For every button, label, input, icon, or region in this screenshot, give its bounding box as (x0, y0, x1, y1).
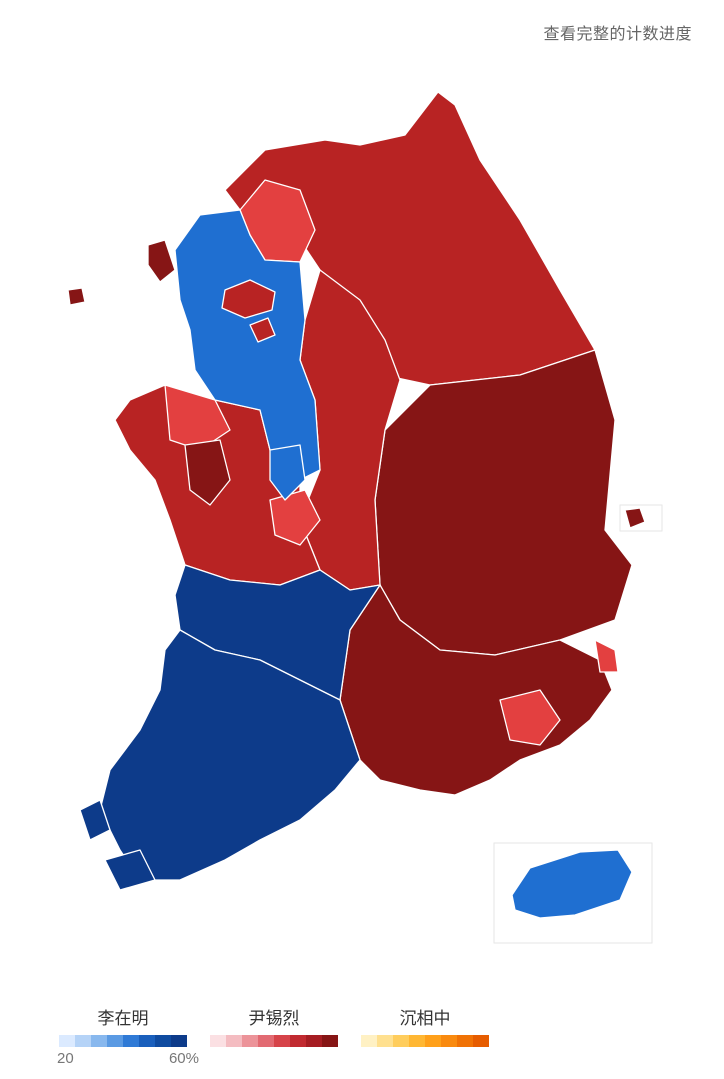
region-jeonnam[interactable] (99, 629, 361, 881)
legend-swatch (361, 1035, 377, 1047)
region-gyeonggi[interactable] (174, 209, 321, 481)
region-jeju[interactable] (511, 849, 633, 919)
legend-swatch (123, 1035, 139, 1047)
legend-swatch (274, 1035, 290, 1047)
region-seongnam[interactable] (249, 317, 276, 343)
legend-swatch (409, 1035, 425, 1047)
legend-swatch (59, 1035, 75, 1047)
legend-color-scale (210, 1035, 338, 1047)
legend-yoon: 尹锡烈 (210, 1004, 338, 1047)
region-jeonnam-islands[interactable] (79, 799, 111, 841)
legend-swatch (171, 1035, 187, 1047)
region-chungnam-north[interactable] (164, 384, 231, 451)
region-ongjin[interactable] (67, 287, 86, 306)
region-ulleung[interactable] (624, 507, 646, 529)
legend-swatch (290, 1035, 306, 1047)
legend-swatch (226, 1035, 242, 1047)
legend-swatch (155, 1035, 171, 1047)
region-ulsan[interactable] (594, 639, 619, 673)
legend-color-scale (361, 1035, 489, 1047)
region-ganghwa[interactable] (147, 239, 176, 283)
legend-swatch (75, 1035, 91, 1047)
ulleung-inset-box (619, 504, 663, 532)
election-map (67, 91, 663, 944)
jeju-inset-box (493, 842, 653, 944)
legend-swatch (306, 1035, 322, 1047)
legend-swatch (425, 1035, 441, 1047)
region-jeonnam-south[interactable] (104, 849, 156, 891)
legend-swatch (210, 1035, 226, 1047)
region-busan[interactable] (499, 689, 561, 746)
legend-swatch (393, 1035, 409, 1047)
legend-swatch (258, 1035, 274, 1047)
region-daejeon[interactable] (269, 489, 321, 546)
legend-ticks: 20 60% (57, 1050, 199, 1070)
legend-shim: 沉相中 (361, 1004, 489, 1047)
legend-max-label: 60% (168, 1050, 199, 1067)
legend-swatch (473, 1035, 489, 1047)
legend-candidate-name: 李在明 (97, 1009, 149, 1028)
full-count-progress-link[interactable]: 查看完整的计数进度 (543, 26, 692, 43)
legend-swatch (91, 1035, 107, 1047)
legend-swatch (441, 1035, 457, 1047)
legend-swatch (322, 1035, 338, 1047)
region-sejong[interactable] (269, 444, 306, 501)
region-chungnam-deep[interactable] (184, 439, 231, 506)
legend-swatch (377, 1035, 393, 1047)
legend-swatch (107, 1035, 123, 1047)
legend-swatch (457, 1035, 473, 1047)
legend-color-scale (59, 1035, 187, 1047)
legend-swatch (242, 1035, 258, 1047)
legend-min-label: 20 (57, 1050, 74, 1067)
legend-candidate-name: 尹锡烈 (248, 1009, 300, 1028)
region-seoul[interactable] (221, 279, 276, 319)
legend-candidate-name: 沉相中 (399, 1009, 451, 1028)
korea-map-svg (67, 91, 663, 944)
region-gyeongbuk[interactable] (374, 349, 633, 656)
legend-swatch (139, 1035, 155, 1047)
legend-lee: 李在明 20 60% (57, 1004, 199, 1070)
